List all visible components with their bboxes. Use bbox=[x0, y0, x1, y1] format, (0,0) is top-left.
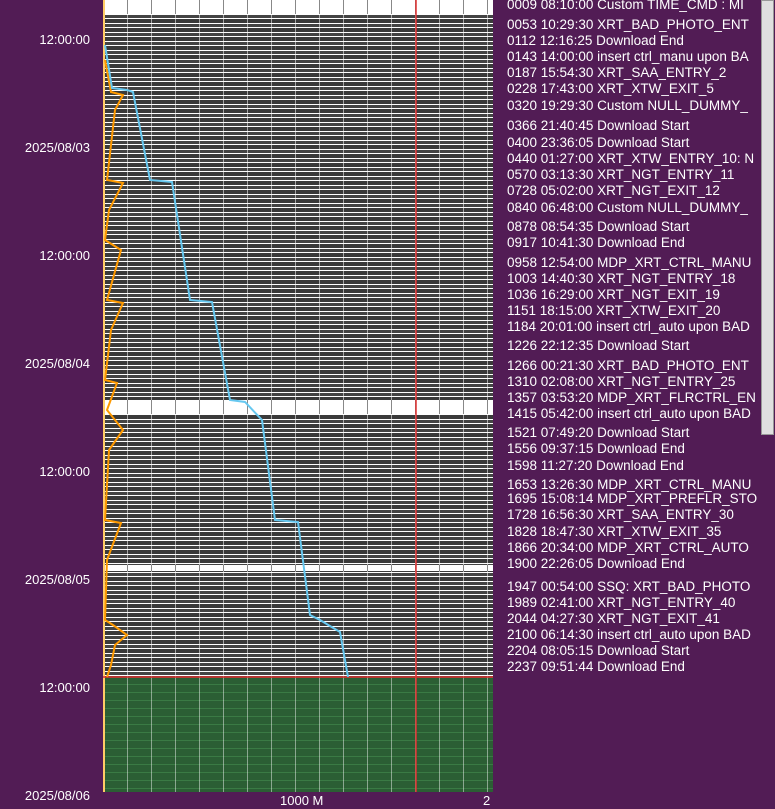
event-entry: 1357 03:53:20 MDP_XRT_FLRCTRL_EN bbox=[507, 390, 756, 405]
event-entry: 0917 10:41:30 Download End bbox=[507, 235, 685, 250]
event-entry: 0112 12:16:25 Download End bbox=[507, 33, 684, 48]
bottom-bar bbox=[103, 792, 493, 809]
event-entry: 0009 08:10:00 Custom TIME_CMD : MI bbox=[507, 0, 744, 12]
event-entry: 0958 12:54:00 MDP_XRT_CTRL_MANU bbox=[507, 255, 752, 270]
time-label: 2025/08/03 bbox=[24, 140, 90, 155]
event-entry: 1036 16:29:00 XRT_NGT_EXIT_19 bbox=[507, 287, 720, 302]
event-entry: 1866 20:34:00 MDP_XRT_CTRL_AUTO bbox=[507, 540, 749, 555]
overlay bbox=[103, 0, 493, 792]
event-entry: 1556 09:37:15 Download End bbox=[507, 441, 685, 456]
event-entry: 1415 05:42:00 insert ctrl_auto upon BAD bbox=[507, 406, 751, 421]
event-entry: 1310 02:08:00 XRT_NGT_ENTRY_25 bbox=[507, 374, 736, 389]
event-entry: 1598 11:27:20 Download End bbox=[507, 458, 684, 473]
event-entry: 0187 15:54:30 XRT_SAA_ENTRY_2 bbox=[507, 65, 727, 80]
event-entry: 0840 06:48:00 Custom NULL_DUMMY_ bbox=[507, 200, 748, 215]
event-entry: 1184 20:01:00 insert ctrl_auto upon BAD bbox=[507, 319, 750, 334]
scrollbar[interactable] bbox=[760, 0, 775, 809]
event-entry: 1947 00:54:00 SSQ: XRT_BAD_PHOTO bbox=[507, 579, 751, 594]
time-label: 2025/08/06 bbox=[24, 788, 90, 803]
time-label: 12:00:00 bbox=[39, 248, 90, 263]
time-label: 12:00:00 bbox=[39, 464, 90, 479]
blue-trace bbox=[104, 44, 349, 678]
activity-stripes bbox=[103, 0, 493, 677]
event-entry: 2100 06:14:30 insert ctrl_auto upon BAD bbox=[507, 627, 751, 642]
event-entry: 1266 00:21:30 XRT_BAD_PHOTO_ENT bbox=[507, 358, 749, 373]
event-entry: 1003 14:40:30 XRT_NGT_ENTRY_18 bbox=[507, 271, 736, 286]
event-entry: 1653 13:26:30 MDP_XRT_CTRL_MANU bbox=[507, 477, 752, 492]
event-entry: 1521 07:49:20 Download Start bbox=[507, 425, 690, 440]
event-entry: 0228 17:43:00 XRT_XTW_EXIT_5 bbox=[507, 81, 714, 96]
event-entry: 0366 21:40:45 Download Start bbox=[507, 118, 690, 133]
time-label: 2025/08/04 bbox=[24, 356, 90, 371]
time-label: 12:00:00 bbox=[39, 32, 90, 47]
event-entry: 0320 19:29:30 Custom NULL_DUMMY_ bbox=[507, 98, 748, 113]
event-entry: 1989 02:41:00 XRT_NGT_ENTRY_40 bbox=[507, 595, 736, 610]
event-entry: 0440 01:27:00 XRT_XTW_ENTRY_10: N bbox=[507, 151, 755, 166]
x-axis-label: 2 bbox=[483, 793, 491, 808]
event-entry: 2204 08:05:15 Download Start bbox=[507, 643, 690, 658]
event-entry: 1151 18:15:00 XRT_XTW_EXIT_20 bbox=[507, 303, 721, 318]
event-entry: 1828 18:47:30 XRT_XTW_EXIT_35 bbox=[507, 524, 722, 539]
event-entry: 0728 05:02:00 XRT_NGT_EXIT_12 bbox=[507, 183, 720, 198]
event-entry: 0053 10:29:30 XRT_BAD_PHOTO_ENT bbox=[507, 17, 749, 32]
event-entry: 2237 09:51:44 Download End bbox=[507, 659, 685, 674]
event-entry: 1728 16:56:30 XRT_SAA_ENTRY_30 bbox=[507, 507, 734, 522]
event-entry: 1226 22:12:35 Download Start bbox=[507, 338, 690, 353]
event-entry: 0570 03:13:30 XRT_NGT_ENTRY_11 bbox=[507, 167, 735, 182]
event-entry: 1695 15:08:14 MDP_XRT_PREFLR_STO bbox=[507, 491, 758, 506]
time-label: 12:00:00 bbox=[39, 680, 90, 695]
event-list: 0009 08:10:00 Custom TIME_CMD : MI 0053 1… bbox=[497, 0, 760, 809]
event-entry: 2044 04:27:30 XRT_NGT_EXIT_41 bbox=[507, 611, 720, 626]
event-entry: 0143 14:00:00 insert ctrl_manu upon BA bbox=[507, 49, 749, 64]
event-entry: 0878 08:54:35 Download Start bbox=[507, 219, 690, 234]
scroll-thumb[interactable] bbox=[761, 0, 774, 435]
event-entry: 1900 22:26:05 Download End bbox=[507, 556, 685, 571]
future-region bbox=[103, 677, 493, 792]
timeline-plot: 1000 M 2 bbox=[103, 0, 493, 809]
event-entry: 0400 23:36:05 Download Start bbox=[507, 135, 690, 150]
time-label: 2025/08/05 bbox=[24, 572, 90, 587]
orange-trace bbox=[103, 59, 129, 678]
x-axis-label: 1000 M bbox=[280, 793, 324, 808]
